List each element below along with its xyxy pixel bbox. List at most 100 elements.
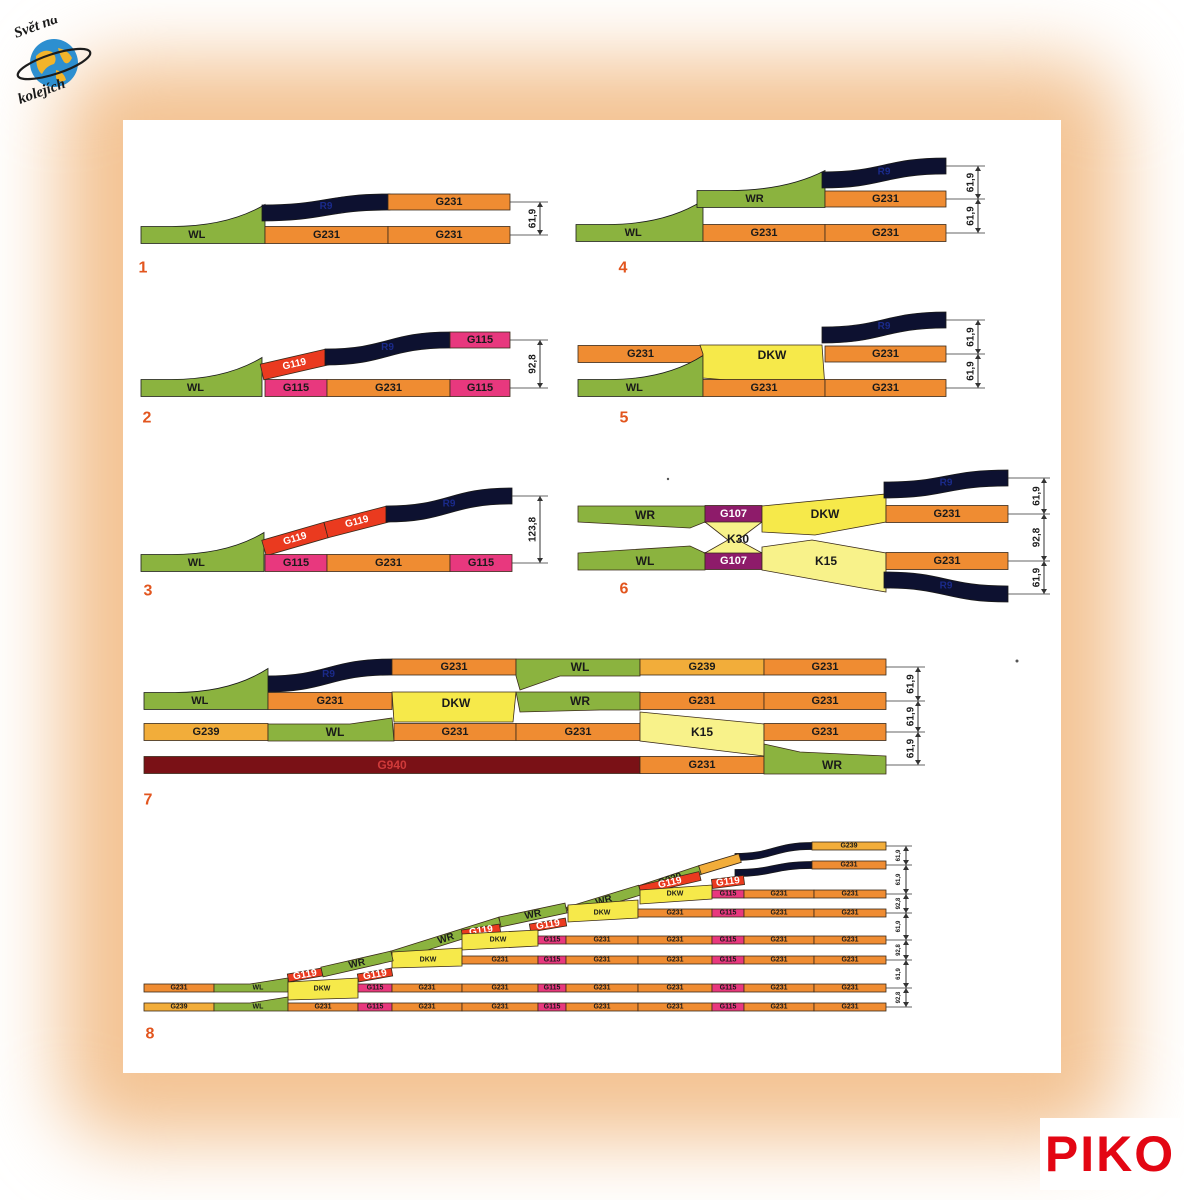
track-label-g231: G231	[491, 985, 508, 992]
dimension-label: 61,9	[906, 674, 917, 694]
track-piece-wr	[577, 505, 706, 529]
track-label-g231: G231	[841, 891, 858, 898]
dimension-label: 61,9	[966, 206, 977, 226]
dimension-arrow	[915, 727, 921, 732]
track-piece-g119	[528, 917, 568, 933]
track-label-g231: G231	[375, 557, 402, 569]
track-label-g231: G231	[491, 1004, 508, 1011]
dimension-arrow	[1041, 589, 1047, 594]
diagram-4: WL WR R9 G231 G231 G231 61,9 61,9	[575, 157, 985, 242]
track-label-g231: G231	[770, 891, 787, 898]
track-label-g119: G119	[657, 875, 683, 891]
track-label-wl: WL	[253, 985, 265, 992]
dimension-arrow	[903, 940, 909, 945]
scan-dot	[666, 477, 670, 481]
diagram-5: G231 WL DKW R9 G231 G231 G231 61,9 61,9	[577, 311, 985, 397]
figure-number-3: 3	[144, 583, 153, 600]
track-label-wr: WR	[436, 931, 456, 947]
dimension-label: 61,9	[966, 327, 977, 347]
dimension-arrow	[537, 496, 543, 501]
dimension-label: 61,9	[896, 968, 902, 980]
dimension-arrow	[903, 860, 909, 865]
track-label-dkw: DKW	[811, 507, 840, 521]
track-piece-wl	[213, 996, 289, 1012]
track-label-g231: G231	[841, 985, 858, 992]
dimension-arrow	[903, 988, 909, 993]
track-label-r9: R9	[381, 342, 394, 353]
track-label-g115: G115	[468, 557, 494, 569]
dimension-label: 92,8	[896, 897, 902, 909]
figure-number: 4	[619, 260, 628, 277]
track-piece-g239	[698, 853, 742, 875]
track-label-g231: G231	[840, 862, 857, 869]
track-piece-g231	[267, 692, 393, 710]
track-label-wr: WR	[570, 694, 590, 708]
track-label-g115: G115	[367, 1004, 384, 1011]
dimension-label: 61,9	[906, 706, 917, 726]
track-label-g231: G231	[872, 348, 899, 360]
track-label-g231: G231	[689, 759, 716, 771]
track-label-wr: WR	[524, 908, 543, 922]
track-label-g115: G115	[544, 957, 561, 964]
track-label-g231: G231	[442, 726, 469, 738]
brand-logo: PIKO	[1040, 1118, 1180, 1190]
dimension-arrow	[975, 194, 981, 199]
track-piece-wl	[143, 667, 269, 710]
track-label-g231: G231	[441, 661, 468, 673]
track-piece-r9	[385, 487, 513, 523]
track-label-wr: WR	[348, 957, 367, 972]
site-logo-text-line1: Svět na	[12, 18, 61, 42]
dimension-arrow	[903, 865, 909, 870]
dimension-arrow	[903, 889, 909, 894]
track-piece-dkw	[287, 977, 359, 1001]
track-label-wl: WL	[626, 382, 643, 394]
track-label-wl: WL	[326, 725, 345, 739]
track-label-g231: G231	[593, 957, 610, 964]
track-label-wl: WL	[188, 557, 205, 569]
track-label-g940: G940	[377, 758, 407, 772]
track-piece-r9	[734, 842, 813, 861]
dimension-label: 92,8	[528, 354, 539, 374]
dimension-label: 61,9	[896, 873, 902, 885]
dimension-arrow	[903, 935, 909, 940]
track-label-g107: G107	[720, 555, 747, 567]
track-label-g119: G119	[282, 356, 308, 372]
track-label-r9: R9	[878, 167, 891, 178]
track-label-g231: G231	[593, 937, 610, 944]
track-label-g231: G231	[666, 957, 683, 964]
track-label-g231: G231	[841, 937, 858, 944]
track-label-g231: G231	[872, 382, 899, 394]
dimension-arrow	[903, 908, 909, 913]
track-piece-dkw	[391, 691, 517, 723]
track-piece-dkw	[391, 947, 463, 969]
track-label-k15: K15	[691, 725, 713, 739]
track-label-dkw: DKW	[442, 696, 471, 710]
track-label-g119: G119	[362, 967, 388, 982]
dimension-label: 61,9	[1032, 486, 1043, 506]
track-label-g115: G115	[283, 382, 309, 394]
track-label-wl: WL	[253, 1004, 265, 1011]
track-plan-panel: WL R9 G231 G231 G231 61,9 1 WL G119 R9 G115 G115 G23…	[123, 120, 1061, 1073]
track-label-g115: G115	[720, 910, 737, 917]
figure-number-5: 5	[620, 410, 629, 427]
figure-number: 2	[143, 410, 152, 427]
track-label-g115: G115	[544, 937, 561, 944]
track-piece-wr	[515, 691, 641, 713]
dimension-label: 92,8	[896, 991, 902, 1003]
figure-number-4: 4	[619, 260, 628, 277]
dimension-arrow	[537, 340, 543, 345]
track-label-wr: WR	[635, 508, 655, 522]
dimension-arrow	[903, 960, 909, 965]
dimension-arrow	[903, 894, 909, 899]
track-label-r9: R9	[443, 499, 456, 510]
track-label-g231: G231	[593, 1004, 610, 1011]
dimension-arrow	[975, 320, 981, 325]
track-label-dkw: DKW	[667, 891, 684, 898]
figure-number-8: 8	[146, 1026, 155, 1043]
track-label-g107: G107	[720, 508, 747, 520]
track-label-wl: WL	[636, 554, 655, 568]
dimension-arrow	[975, 228, 981, 233]
track-label-g115: G115	[720, 985, 737, 992]
track-piece-wr	[320, 950, 394, 978]
